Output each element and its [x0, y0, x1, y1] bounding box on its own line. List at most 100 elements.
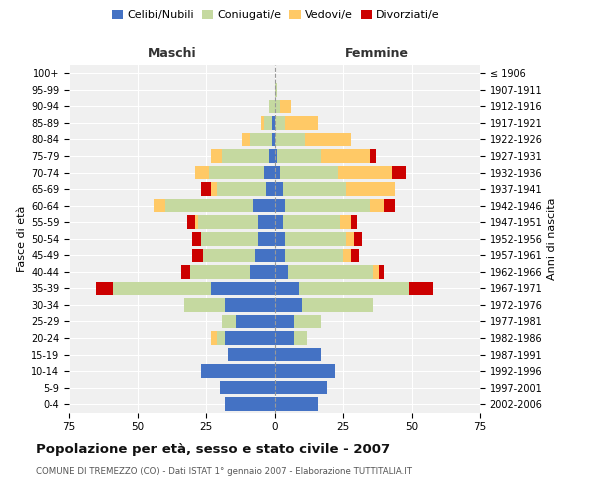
Bar — [258, 216, 275, 229]
Bar — [192, 232, 200, 245]
Bar — [97, 282, 113, 295]
Bar — [286, 232, 346, 245]
Bar — [272, 132, 275, 146]
Bar — [258, 232, 275, 245]
Bar — [288, 265, 373, 278]
Bar — [217, 182, 266, 196]
Bar — [293, 332, 307, 345]
Bar — [269, 100, 275, 113]
Bar — [275, 398, 319, 411]
Bar — [283, 216, 340, 229]
Bar — [211, 149, 223, 163]
Bar — [154, 199, 165, 212]
Bar — [280, 100, 291, 113]
Bar — [277, 149, 321, 163]
Bar — [250, 265, 275, 278]
Bar — [379, 265, 384, 278]
Y-axis label: Anni di nascita: Anni di nascita — [547, 198, 557, 280]
Text: Popolazione per età, sesso e stato civile - 2007: Popolazione per età, sesso e stato civil… — [36, 442, 390, 456]
Bar — [200, 232, 258, 245]
Bar — [217, 332, 225, 345]
Bar — [220, 381, 275, 394]
Bar — [286, 248, 343, 262]
Bar — [302, 298, 373, 312]
Bar — [275, 100, 280, 113]
Bar — [384, 199, 395, 212]
Bar — [293, 314, 321, 328]
Bar — [275, 282, 299, 295]
Bar — [184, 298, 225, 312]
Bar — [211, 182, 217, 196]
Bar — [200, 182, 211, 196]
Bar — [269, 149, 275, 163]
Bar — [211, 282, 275, 295]
Bar — [275, 149, 277, 163]
Bar — [195, 216, 198, 229]
Bar — [272, 116, 275, 130]
Bar — [225, 398, 275, 411]
Bar — [275, 348, 321, 362]
Text: Maschi: Maschi — [148, 47, 196, 60]
Bar — [190, 265, 250, 278]
Bar — [340, 216, 351, 229]
Bar — [242, 132, 250, 146]
Bar — [370, 149, 376, 163]
Bar — [203, 248, 256, 262]
Bar — [275, 182, 283, 196]
Bar — [275, 364, 335, 378]
Bar — [195, 166, 209, 179]
Bar — [286, 199, 370, 212]
Bar — [187, 216, 195, 229]
Bar — [373, 265, 379, 278]
Bar — [338, 166, 392, 179]
Bar — [275, 132, 305, 146]
Bar — [299, 282, 409, 295]
Bar — [165, 199, 253, 212]
Bar — [351, 248, 359, 262]
Bar — [275, 232, 286, 245]
Bar — [354, 232, 362, 245]
Bar — [228, 348, 275, 362]
Bar — [286, 116, 319, 130]
Bar — [275, 199, 286, 212]
Legend: Celibi/Nubili, Coniugati/e, Vedovi/e, Divorziati/e: Celibi/Nubili, Coniugati/e, Vedovi/e, Di… — [108, 6, 444, 25]
Bar — [236, 314, 275, 328]
Bar — [200, 364, 275, 378]
Y-axis label: Fasce di età: Fasce di età — [17, 206, 27, 272]
Bar — [225, 298, 275, 312]
Bar — [275, 314, 293, 328]
Bar — [256, 248, 275, 262]
Bar — [263, 116, 272, 130]
Bar — [223, 314, 236, 328]
Bar — [192, 248, 203, 262]
Bar — [351, 216, 357, 229]
Bar — [113, 282, 211, 295]
Bar — [275, 332, 293, 345]
Bar — [266, 182, 275, 196]
Text: COMUNE DI TREMEZZO (CO) - Dati ISTAT 1° gennaio 2007 - Elaborazione TUTTITALIA.I: COMUNE DI TREMEZZO (CO) - Dati ISTAT 1° … — [36, 468, 412, 476]
Bar — [275, 116, 286, 130]
Bar — [321, 149, 370, 163]
Bar — [209, 166, 263, 179]
Bar — [343, 248, 351, 262]
Bar — [283, 182, 346, 196]
Bar — [250, 132, 272, 146]
Bar — [223, 149, 269, 163]
Bar — [305, 132, 351, 146]
Bar — [261, 116, 263, 130]
Bar — [275, 265, 288, 278]
Bar — [181, 265, 190, 278]
Bar — [198, 216, 258, 229]
Bar — [370, 199, 384, 212]
Bar — [275, 248, 286, 262]
Bar — [275, 216, 283, 229]
Bar — [253, 199, 275, 212]
Bar — [275, 83, 277, 96]
Bar — [211, 332, 217, 345]
Bar — [346, 182, 395, 196]
Bar — [409, 282, 433, 295]
Bar — [392, 166, 406, 179]
Bar — [275, 298, 302, 312]
Bar — [263, 166, 275, 179]
Bar — [275, 166, 280, 179]
